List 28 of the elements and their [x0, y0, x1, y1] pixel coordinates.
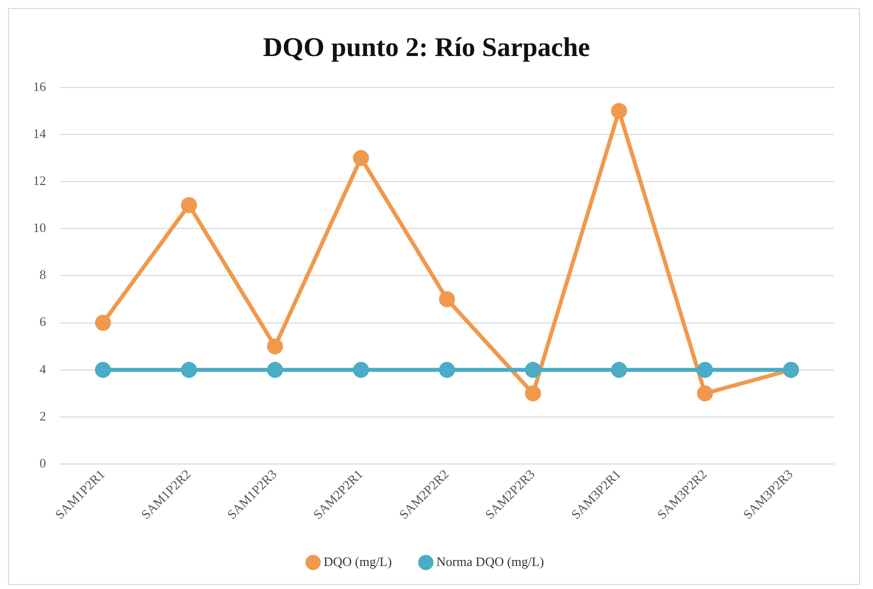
- y-tick-label: 12: [33, 172, 46, 188]
- y-tick-label: 2: [40, 408, 46, 424]
- chart-title: DQO punto 2: Río Sarpache: [262, 32, 590, 62]
- y-tick-label: 4: [40, 361, 46, 376]
- point: [181, 197, 197, 214]
- point: [353, 150, 369, 166]
- y-tick-label: 16: [33, 78, 46, 94]
- point: [267, 338, 283, 354]
- y-tick-label: 14: [33, 126, 46, 141]
- point: [95, 314, 111, 331]
- point: [95, 362, 111, 378]
- point: [697, 362, 713, 378]
- point: [611, 102, 627, 119]
- legend-label: DQO (mg/L): [324, 554, 392, 569]
- point: [611, 362, 627, 378]
- legend-label: Norma DQO (mg/L): [436, 554, 544, 569]
- point: [439, 362, 455, 378]
- y-tick-label: 8: [40, 267, 46, 282]
- point: [697, 385, 713, 402]
- point: [181, 362, 197, 378]
- point: [353, 362, 369, 378]
- point: [439, 291, 455, 308]
- point: [525, 362, 541, 378]
- y-tick-label: 0: [40, 455, 46, 470]
- y-tick-label: 6: [40, 314, 46, 330]
- point: [267, 362, 283, 378]
- y-tick-label: 10: [33, 220, 46, 236]
- point: [525, 385, 541, 402]
